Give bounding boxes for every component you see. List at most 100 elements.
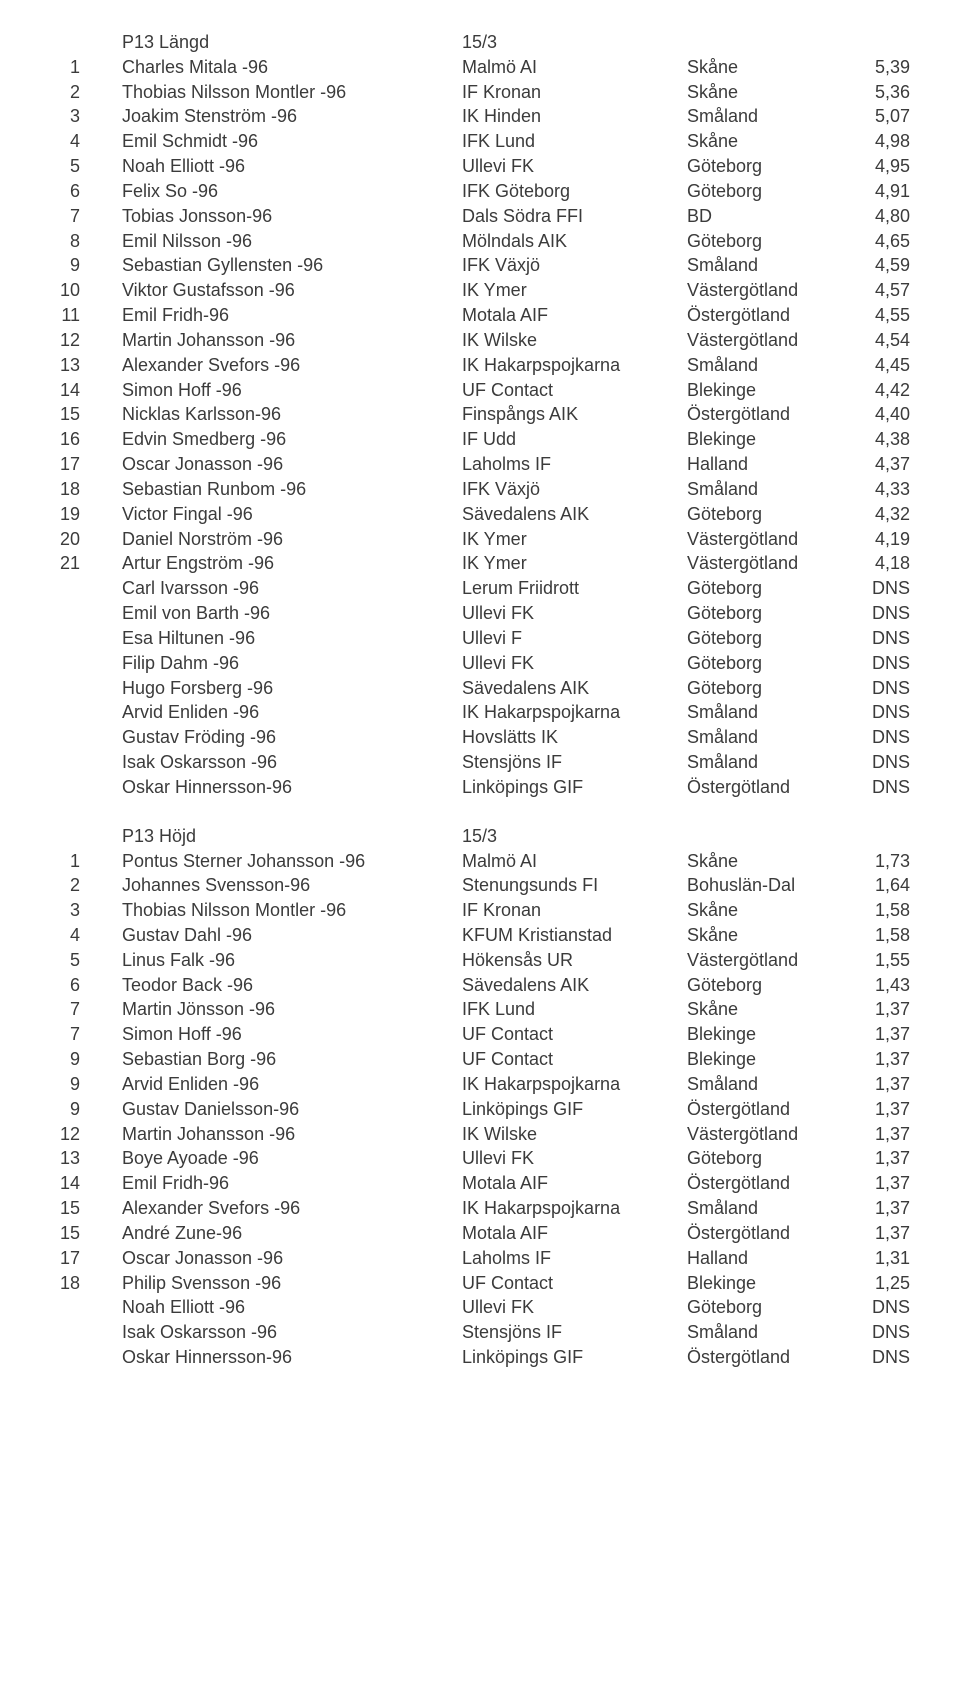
table-row: 14Emil Fridh-96Motala AIFÖstergötland1,3… — [50, 1171, 910, 1196]
club-cell: IFK Lund — [462, 129, 687, 154]
table-row: Emil von Barth -96Ullevi FKGöteborgDNS — [50, 601, 910, 626]
section-title: P13 Längd — [122, 30, 462, 55]
rank-cell: 14 — [50, 1171, 86, 1196]
indent-cell — [86, 750, 122, 775]
result-cell: 1,58 — [845, 923, 910, 948]
name-cell: Carl Ivarsson -96 — [122, 576, 462, 601]
region-cell: Östergötland — [687, 1097, 845, 1122]
section-spacer — [50, 800, 910, 824]
rank-cell: 7 — [50, 1022, 86, 1047]
table-row: 15Alexander Svefors -96IK Hakarpspojkarn… — [50, 1196, 910, 1221]
club-cell: IK Hakarpspojkarna — [462, 1196, 687, 1221]
name-cell: Martin Jönsson -96 — [122, 997, 462, 1022]
name-cell: Linus Falk -96 — [122, 948, 462, 973]
region-cell: Småland — [687, 1196, 845, 1221]
result-cell: DNS — [845, 1295, 910, 1320]
table-row: 18Philip Svensson -96UF ContactBlekinge1… — [50, 1271, 910, 1296]
name-cell: Alexander Svefors -96 — [122, 353, 462, 378]
name-cell: Sebastian Runbom -96 — [122, 477, 462, 502]
club-cell: Laholms IF — [462, 452, 687, 477]
name-cell: Isak Oskarsson -96 — [122, 1320, 462, 1345]
rank-cell: 4 — [50, 923, 86, 948]
region-cell: Göteborg — [687, 626, 845, 651]
indent-cell — [86, 898, 122, 923]
table-row: 8Emil Nilsson -96Mölndals AIKGöteborg4,6… — [50, 229, 910, 254]
region-cell: Göteborg — [687, 651, 845, 676]
rank-cell: 6 — [50, 973, 86, 998]
result-cell: 1,37 — [845, 1171, 910, 1196]
club-cell: IFK Växjö — [462, 253, 687, 278]
indent-cell — [86, 626, 122, 651]
rank-cell: 15 — [50, 402, 86, 427]
table-row: 4Gustav Dahl -96KFUM KristianstadSkåne1,… — [50, 923, 910, 948]
indent-cell — [86, 80, 122, 105]
result-cell: 4,38 — [845, 427, 910, 452]
region-cell: Västergötland — [687, 1122, 845, 1147]
name-cell: Oscar Jonasson -96 — [122, 452, 462, 477]
table-row: 14Simon Hoff -96UF ContactBlekinge4,42 — [50, 378, 910, 403]
rank-cell: 18 — [50, 1271, 86, 1296]
rank-cell — [50, 1345, 86, 1370]
indent-cell — [86, 1320, 122, 1345]
name-cell: Daniel Norström -96 — [122, 527, 462, 552]
result-cell: 1,37 — [845, 1047, 910, 1072]
region-cell: Göteborg — [687, 154, 845, 179]
rank-cell: 3 — [50, 898, 86, 923]
table-row: 9Sebastian Gyllensten -96IFK VäxjöSmålan… — [50, 253, 910, 278]
table-row: 10Viktor Gustafsson -96IK YmerVästergötl… — [50, 278, 910, 303]
region-cell: Skåne — [687, 898, 845, 923]
rank-cell: 1 — [50, 849, 86, 874]
result-cell: 1,58 — [845, 898, 910, 923]
table-row: Noah Elliott -96Ullevi FKGöteborgDNS — [50, 1295, 910, 1320]
table-row: Hugo Forsberg -96Sävedalens AIKGöteborgD… — [50, 676, 910, 701]
name-cell: Alexander Svefors -96 — [122, 1196, 462, 1221]
region-cell: Blekinge — [687, 1271, 845, 1296]
result-cell: 4,19 — [845, 527, 910, 552]
section-header: P13 Höjd15/3 — [50, 824, 910, 849]
result-cell: 1,37 — [845, 1122, 910, 1147]
indent-cell — [86, 55, 122, 80]
name-cell: Emil Nilsson -96 — [122, 229, 462, 254]
result-cell: DNS — [845, 651, 910, 676]
indent-cell — [86, 104, 122, 129]
club-cell: Hökensås UR — [462, 948, 687, 973]
region-cell: Östergötland — [687, 775, 845, 800]
indent-cell — [86, 1271, 122, 1296]
table-row: Oskar Hinnersson-96Linköpings GIFÖstergö… — [50, 775, 910, 800]
region-cell: Göteborg — [687, 576, 845, 601]
name-cell: Viktor Gustafsson -96 — [122, 278, 462, 303]
result-cell: 1,37 — [845, 1221, 910, 1246]
table-row: 15Nicklas Karlsson-96Finspångs AIKÖsterg… — [50, 402, 910, 427]
result-cell: DNS — [845, 725, 910, 750]
indent-cell — [86, 1171, 122, 1196]
table-row: 2Thobias Nilsson Montler -96IF KronanSkå… — [50, 80, 910, 105]
name-cell: Artur Engström -96 — [122, 551, 462, 576]
table-row: Filip Dahm -96Ullevi FKGöteborgDNS — [50, 651, 910, 676]
club-cell: UF Contact — [462, 1022, 687, 1047]
result-cell: 4,37 — [845, 452, 910, 477]
name-cell: Pontus Sterner Johansson -96 — [122, 849, 462, 874]
result-cell: 4,59 — [845, 253, 910, 278]
indent-cell — [86, 328, 122, 353]
name-cell: Simon Hoff -96 — [122, 378, 462, 403]
indent-cell — [86, 179, 122, 204]
name-cell: Oscar Jonasson -96 — [122, 1246, 462, 1271]
club-cell: Ullevi F — [462, 626, 687, 651]
name-cell: Gustav Dahl -96 — [122, 923, 462, 948]
rank-cell — [50, 1295, 86, 1320]
name-cell: Filip Dahm -96 — [122, 651, 462, 676]
table-row: 18Sebastian Runbom -96IFK VäxjöSmåland4,… — [50, 477, 910, 502]
result-cell: 5,36 — [845, 80, 910, 105]
name-cell: Martin Johansson -96 — [122, 1122, 462, 1147]
region-cell: Skåne — [687, 80, 845, 105]
region-cell: Östergötland — [687, 303, 845, 328]
name-cell: Charles Mitala -96 — [122, 55, 462, 80]
club-cell: Ullevi FK — [462, 601, 687, 626]
indent-cell — [86, 1345, 122, 1370]
indent-cell — [86, 651, 122, 676]
club-cell: UF Contact — [462, 378, 687, 403]
result-cell: 1,73 — [845, 849, 910, 874]
club-cell: Motala AIF — [462, 1221, 687, 1246]
region-cell: Blekinge — [687, 1047, 845, 1072]
club-cell: Hovslätts IK — [462, 725, 687, 750]
